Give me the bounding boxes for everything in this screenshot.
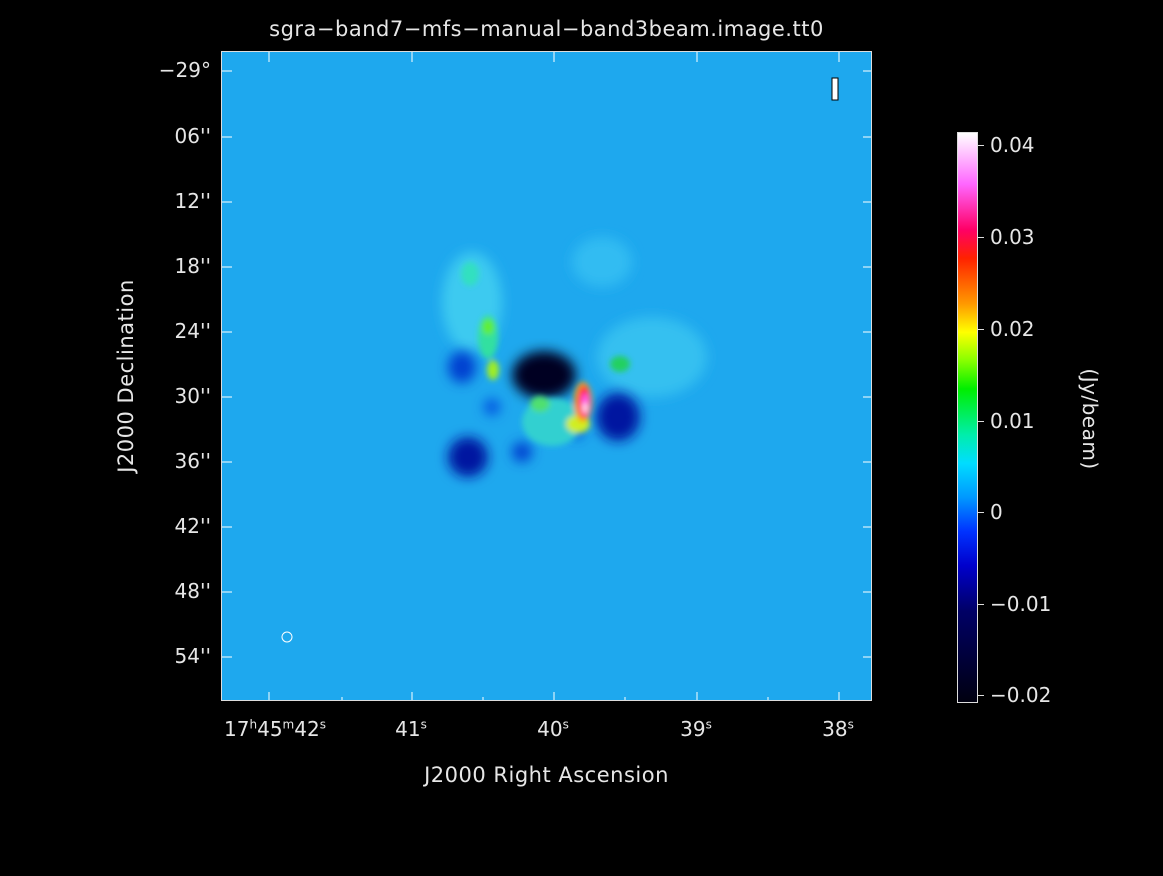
- y-tick-label: 24'': [174, 319, 211, 343]
- y-tick-label: 42'': [174, 514, 211, 538]
- stokes-marker: [831, 77, 839, 101]
- negative-regions: [448, 351, 640, 477]
- image-plot[interactable]: [221, 51, 872, 701]
- colorbar-tick-label: −0.02: [990, 683, 1052, 707]
- x-tick-label: 17h45m42s: [224, 717, 326, 741]
- x-tick-label: 39s: [680, 717, 712, 741]
- colorbar-tick: [978, 329, 984, 330]
- colorbar-tick-label: 0: [990, 500, 1003, 524]
- colorbar-tick: [978, 421, 984, 422]
- y-tick-label: 36'': [174, 449, 211, 473]
- colorbar-tick-label: 0.04: [990, 133, 1035, 157]
- y-tick-label: 12'': [174, 189, 211, 213]
- colorbar-tick-label: 0.03: [990, 225, 1035, 249]
- image-canvas: [222, 52, 871, 700]
- axis-ticks: [222, 52, 871, 700]
- y-tick-label: 06'': [174, 124, 211, 148]
- colorbar-tick-label: 0.01: [990, 409, 1035, 433]
- y-tick-label: 30'': [174, 384, 211, 408]
- colorbar-tick-label: 0.02: [990, 317, 1035, 341]
- colorbar: [957, 132, 978, 703]
- colorbar-tick-label: −0.01: [990, 592, 1052, 616]
- colorbar-tick: [978, 604, 984, 605]
- y-tick-label: −29°: [158, 58, 211, 82]
- x-tick-label: 38s: [822, 717, 854, 741]
- colorbar-tick: [978, 145, 984, 146]
- y-tick-label: 18'': [174, 254, 211, 278]
- y-axis-label: J2000 Declination: [114, 279, 138, 473]
- chart-title: sgra−band7−mfs−manual−band3beam.image.tt…: [269, 17, 824, 41]
- colorbar-tick: [978, 512, 984, 513]
- x-tick-label: 41s: [395, 717, 427, 741]
- beam-ellipse: [281, 631, 293, 643]
- colorbar-label: (Jy/beam): [1078, 368, 1102, 470]
- x-tick-label: 40s: [537, 717, 569, 741]
- positive-emission: [461, 262, 630, 446]
- y-tick-label: 48'': [174, 579, 211, 603]
- y-tick-label: 54'': [174, 644, 211, 668]
- x-axis-label: J2000 Right Ascension: [424, 763, 669, 787]
- colorbar-tick: [978, 695, 984, 696]
- extended-emission: [442, 237, 707, 397]
- colorbar-tick: [978, 237, 984, 238]
